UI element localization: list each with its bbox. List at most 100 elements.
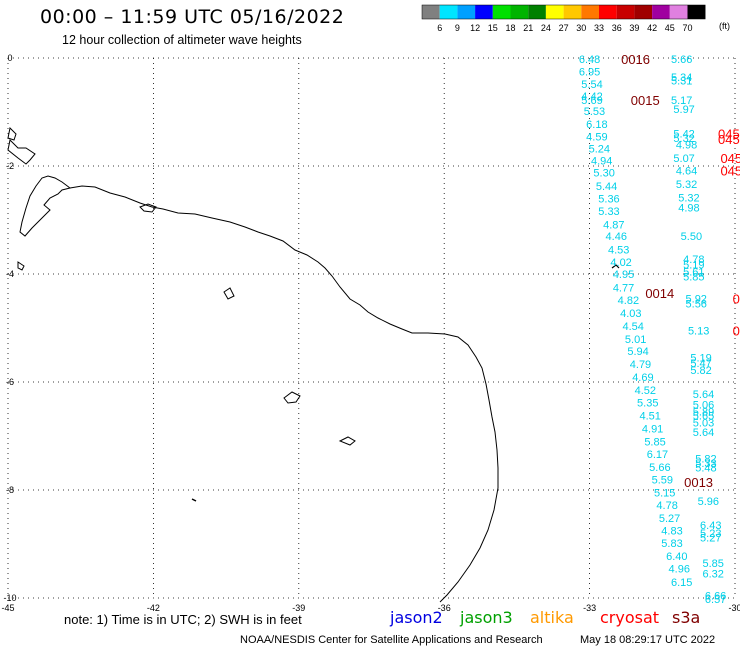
island (611, 264, 620, 269)
satellite-jason2: jason2 (390, 608, 443, 627)
scale-swatch (599, 5, 617, 19)
wave-height-value: 5.32 (673, 133, 694, 145)
wave-height-value: 5.36 (598, 193, 619, 205)
wave-height-value: 5.82 (695, 454, 716, 466)
wave-height-value: 4.42 (581, 91, 602, 103)
island (283, 391, 301, 404)
scale-tick-label: 39 (629, 23, 639, 33)
wave-height-value: 6.40 (666, 551, 687, 563)
scale-tick-label: 33 (594, 23, 604, 33)
track-time-label: 0015 (631, 93, 660, 108)
wave-height-value: 6.17 (647, 449, 668, 461)
wave-height-value: 4.98 (678, 203, 699, 215)
wave-height-value: 5.15 (654, 488, 675, 500)
scale-swatch (581, 5, 599, 19)
satellite-cryosat: cryosat (600, 608, 660, 627)
satellite-jason3: jason3 (460, 608, 513, 627)
coastline (7, 126, 620, 603)
wave-height-value: 4.78 (656, 500, 677, 512)
wave-height-value: 4.94 (591, 156, 612, 168)
wave-height-value: 5.17 (671, 95, 692, 107)
wave-height-map: -45 -42 -39 -36 -33 -300-2-4-6-8-10 6.486.955… (1, 52, 740, 613)
scale-tick-label: 15 (488, 23, 498, 33)
track-time-label: 0014 (645, 286, 674, 301)
scale-swatch (439, 5, 458, 19)
footer-timestamp: May 18 08:29:17 UTC 2022 (580, 634, 716, 646)
wave-height-value: 4.78 (683, 254, 704, 266)
footnote: note: 1) Time is in UTC; 2) SWH is in fe… (64, 612, 302, 627)
map-gridlines (7, 57, 736, 599)
wave-height-value: 5.61 (683, 266, 704, 278)
wave-height-value: 5.64 (693, 389, 714, 401)
wave-height-value: 6.95 (579, 67, 600, 79)
wave-height-value: 5.34 (671, 72, 692, 84)
scale-tick-label: 21 (523, 23, 533, 33)
y-tick-label: -2 (6, 161, 14, 171)
wave-height-value: 4.69 (632, 372, 653, 384)
satellite-altika: altika (530, 608, 574, 627)
wave-height-value: 4.77 (613, 283, 634, 295)
wave-height-value: 5.23 (700, 528, 721, 540)
wave-height-value: 5.07 (673, 153, 694, 165)
wave-height-value: 5.01 (625, 334, 646, 346)
wave-height-value: 5.42 (673, 129, 694, 141)
scale-tick-label: 70 (682, 23, 692, 33)
wave-height-value: 6.66 (705, 590, 726, 602)
scale-tick-label: 30 (576, 23, 586, 33)
wave-height-value: 5.48 (695, 462, 716, 474)
wave-height-value: 5.85 (644, 436, 665, 448)
wave-height-value: 5.33 (695, 458, 716, 470)
scale-tick-label: 36 (612, 23, 622, 33)
y-tick-label: 0 (7, 53, 12, 63)
scale-tick-label: 6 (437, 23, 442, 33)
x-tick-label: -42 (147, 603, 160, 613)
track-time-label: 0016 (621, 52, 650, 67)
wave-height-value: 5.83 (661, 538, 682, 550)
wave-height-value: 5.32 (678, 192, 699, 204)
wave-height-value: 5.44 (596, 181, 617, 193)
wave-height-value: 5.53 (584, 106, 605, 118)
scale-tick-label: 24 (541, 23, 551, 33)
wave-height-value: 5.64 (693, 427, 714, 439)
track-time-label: 0457 (718, 127, 740, 142)
wave-height-value: 4.87 (603, 219, 624, 231)
wave-height-value: 6.48 (579, 54, 600, 66)
x-tick-label: -39 (292, 603, 305, 613)
wave-height-value: 5.19 (690, 353, 711, 365)
wave-height-value: 5.35 (637, 398, 658, 410)
wave-height-value: 5.27 (659, 513, 680, 525)
x-tick-label: -45 (1, 603, 14, 613)
wave-height-value: 5.50 (681, 231, 702, 243)
footer-credit: NOAA/NESDIS Center for Satellite Applica… (240, 634, 543, 646)
wave-height-value: 4.51 (639, 410, 660, 422)
scale-tick-label: 12 (470, 23, 480, 33)
wave-height-value: 5.66 (649, 462, 670, 474)
wave-height-value: 5.82 (690, 365, 711, 377)
track-time-labels: 0016001504570457045604560014045604560013… (621, 52, 740, 490)
footer: NOAA/NESDIS Center for Satellite Applica… (240, 634, 715, 646)
wave-height-value: 4.83 (661, 526, 682, 538)
wave-height-value: 5.13 (688, 326, 709, 338)
coastline-islands-west (7, 126, 72, 271)
track-time-label: 0456 (720, 151, 740, 166)
y-tick-label: -6 (6, 377, 14, 387)
island (139, 203, 157, 213)
satellite-s3a: s3a (672, 608, 701, 627)
wave-height-value: 4.53 (608, 245, 629, 257)
wave-height-value: 5.31 (671, 76, 692, 88)
wave-height-value: 5.03 (693, 418, 714, 430)
track-time-label: 0456 (733, 324, 740, 339)
island (223, 287, 235, 300)
color-scale-unit: (ft) (719, 21, 730, 31)
wave-height-value: 4.02 (610, 257, 631, 269)
wave-height-value: 5.54 (581, 79, 602, 91)
color-scale-legend: 6 9 12 15 18 21 24 27 30 33 36 39 42 45 70 (421, 4, 706, 33)
island (338, 436, 356, 446)
wave-height-value: 6.18 (586, 119, 607, 131)
wave-height-value: 5.56 (686, 299, 707, 311)
x-tick-label: -33 (583, 603, 596, 613)
track-time-label: 0456 (733, 291, 740, 306)
wave-height-value: 5.30 (593, 167, 614, 179)
wave-height-value: 4.91 (642, 423, 663, 435)
